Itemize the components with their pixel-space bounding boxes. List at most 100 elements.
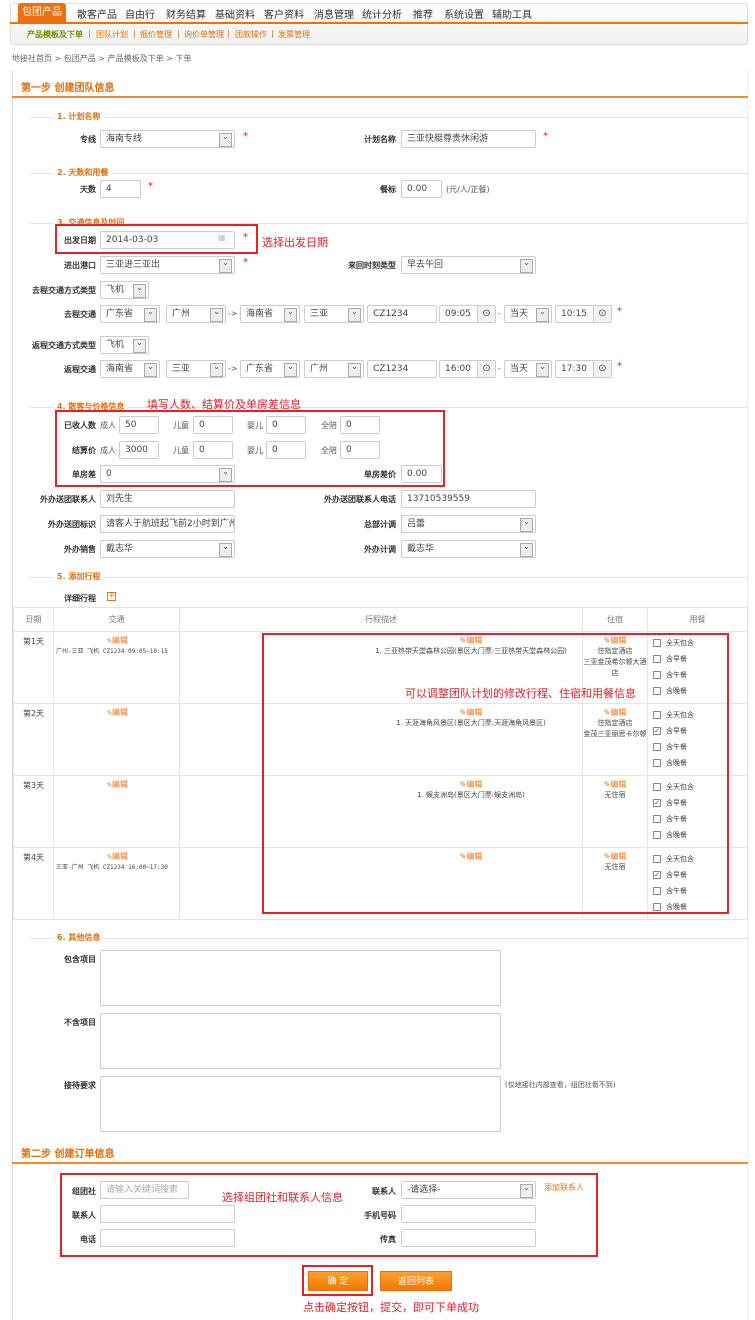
- tab-finance[interactable]: 财务结算: [166, 10, 206, 21]
- meal-option[interactable]: 含晚餐: [653, 755, 742, 771]
- checkbox[interactable]: [653, 855, 661, 863]
- edit-link[interactable]: ✎编辑: [603, 780, 627, 789]
- op-select[interactable]: 戴志华: [401, 540, 536, 558]
- line-select[interactable]: 海南专线: [100, 130, 235, 148]
- child-price-input[interactable]: 0: [193, 441, 233, 459]
- go-type-select[interactable]: 飞机: [100, 281, 149, 299]
- edit-link[interactable]: ✎编辑: [459, 852, 483, 861]
- edit-link[interactable]: ✎编辑: [603, 708, 627, 717]
- go-day-select[interactable]: 当天: [504, 305, 552, 323]
- checkbox[interactable]: ✓: [653, 799, 661, 807]
- tab-customers[interactable]: 客户资料: [264, 10, 304, 21]
- tab-tools[interactable]: 辅助工具: [492, 10, 532, 21]
- edit-link[interactable]: ✎编辑: [603, 636, 627, 645]
- subtab-payments[interactable]: 团款操作: [235, 30, 267, 39]
- go-from-province[interactable]: 广东省: [100, 305, 160, 323]
- tab-free-travel[interactable]: 自由行: [125, 10, 155, 21]
- back-departure-time[interactable]: 16:00: [439, 360, 496, 378]
- go-flight-input[interactable]: CZ1234: [367, 305, 437, 323]
- back-to-city[interactable]: 广州: [304, 360, 364, 378]
- calendar-icon[interactable]: ▦: [218, 233, 226, 242]
- tab-group-products[interactable]: 包团产品: [18, 3, 66, 23]
- single-price-input[interactable]: 0.00: [401, 465, 442, 483]
- mobile-input[interactable]: [401, 1205, 536, 1223]
- days-input[interactable]: 4: [100, 180, 141, 198]
- adult-price-input[interactable]: 3000: [119, 441, 159, 459]
- meal-option[interactable]: 全天包含: [653, 779, 742, 795]
- meal-option[interactable]: 全天包含: [653, 635, 742, 651]
- adult-count-input[interactable]: 50: [119, 416, 159, 434]
- back-from-province[interactable]: 海南省: [100, 360, 160, 378]
- edit-link[interactable]: ✎编辑: [459, 780, 483, 789]
- back-to-province[interactable]: 广东省: [240, 360, 300, 378]
- confirm-button[interactable]: 确 定: [308, 1271, 368, 1291]
- escort-count-input[interactable]: 0: [340, 416, 380, 434]
- infant-count-input[interactable]: 0: [266, 416, 306, 434]
- edit-link[interactable]: ✎编辑: [459, 636, 483, 645]
- plan-name-input[interactable]: 三亚快艇尊贵休闲游: [401, 130, 536, 148]
- contact-name-input[interactable]: [100, 1205, 235, 1223]
- departure-date-input[interactable]: 2014-03-03: [100, 231, 235, 249]
- contact-select[interactable]: -请选择-: [401, 1181, 536, 1199]
- contact-input[interactable]: 刘先生: [100, 490, 235, 508]
- checkbox[interactable]: [653, 831, 661, 839]
- hq-op-select[interactable]: 吕蕾: [401, 515, 536, 533]
- meal-standard-input[interactable]: 0.00: [401, 180, 442, 198]
- tab-messages[interactable]: 消息管理: [314, 10, 354, 21]
- edit-link[interactable]: ✎编辑: [107, 852, 128, 861]
- checkbox[interactable]: ✓: [653, 727, 661, 735]
- checkbox[interactable]: [653, 887, 661, 895]
- tab-settings[interactable]: 系统设置: [444, 10, 484, 21]
- subtab-team-plan[interactable]: 团队计划: [96, 30, 128, 39]
- checkbox[interactable]: [653, 903, 661, 911]
- checkbox[interactable]: [653, 671, 661, 679]
- go-to-province[interactable]: 海南省: [240, 305, 300, 323]
- checkbox[interactable]: [653, 655, 661, 663]
- child-count-input[interactable]: 0: [193, 416, 233, 434]
- edit-link[interactable]: ✎编辑: [107, 780, 128, 789]
- port-select[interactable]: 三亚进三亚出: [100, 256, 235, 274]
- reception-textarea[interactable]: [100, 1076, 501, 1132]
- meal-option[interactable]: ✓ 含早餐: [653, 727, 687, 735]
- meal-option[interactable]: 含晚餐: [653, 899, 742, 915]
- go-arrival-time[interactable]: 10:15: [555, 305, 612, 323]
- phone-input[interactable]: [100, 1229, 235, 1247]
- meal-option[interactable]: 含早餐: [653, 651, 742, 667]
- exclude-textarea[interactable]: [100, 1013, 501, 1069]
- back-day-select[interactable]: 当天: [504, 360, 552, 378]
- infant-price-input[interactable]: 0: [266, 441, 306, 459]
- meal-option[interactable]: 含午餐: [653, 667, 742, 683]
- subtab-quotes[interactable]: 报价管理: [140, 30, 172, 39]
- mark-input[interactable]: 请客人于航班起飞前2小时到广州: [100, 515, 235, 533]
- go-to-city[interactable]: 三亚: [304, 305, 364, 323]
- meal-option[interactable]: 含晚餐: [653, 827, 742, 843]
- back-from-city[interactable]: 三亚: [166, 360, 226, 378]
- escort-price-input[interactable]: 0: [340, 441, 380, 459]
- meal-option[interactable]: 全天包含: [653, 707, 742, 723]
- subtab-templates[interactable]: 产品模板及下单: [27, 30, 83, 39]
- agency-search-input[interactable]: 请输入关键词搜索: [100, 1181, 189, 1199]
- meal-option[interactable]: ✓ 含早餐: [653, 871, 687, 879]
- checkbox[interactable]: [653, 815, 661, 823]
- edit-link[interactable]: ✎编辑: [107, 708, 128, 717]
- edit-link[interactable]: ✎编辑: [459, 708, 483, 717]
- back-to-list-button[interactable]: 返回列表: [380, 1271, 452, 1291]
- edit-link[interactable]: ✎编辑: [107, 636, 128, 645]
- checkbox[interactable]: [653, 759, 661, 767]
- go-from-city[interactable]: 广州: [166, 305, 226, 323]
- back-type-select[interactable]: 飞机: [100, 336, 149, 354]
- tab-recommend[interactable]: 推荐: [413, 10, 433, 21]
- checkbox[interactable]: [653, 743, 661, 751]
- meal-option[interactable]: 含午餐: [653, 811, 742, 827]
- subtab-invoices[interactable]: 发票管理: [278, 30, 310, 39]
- back-arrival-time[interactable]: 17:30: [555, 360, 612, 378]
- sales-select[interactable]: 戴志华: [100, 540, 235, 558]
- meal-option[interactable]: 含午餐: [653, 739, 742, 755]
- time-type-select[interactable]: 早去午回: [401, 256, 536, 274]
- edit-link[interactable]: ✎编辑: [603, 852, 627, 861]
- meal-option[interactable]: ✓ 含早餐: [653, 799, 687, 807]
- meal-option[interactable]: 含晚餐: [653, 683, 742, 699]
- fax-input[interactable]: [401, 1229, 536, 1247]
- meal-option[interactable]: 含午餐: [653, 883, 742, 899]
- contact-phone-input[interactable]: 13710539559: [401, 490, 536, 508]
